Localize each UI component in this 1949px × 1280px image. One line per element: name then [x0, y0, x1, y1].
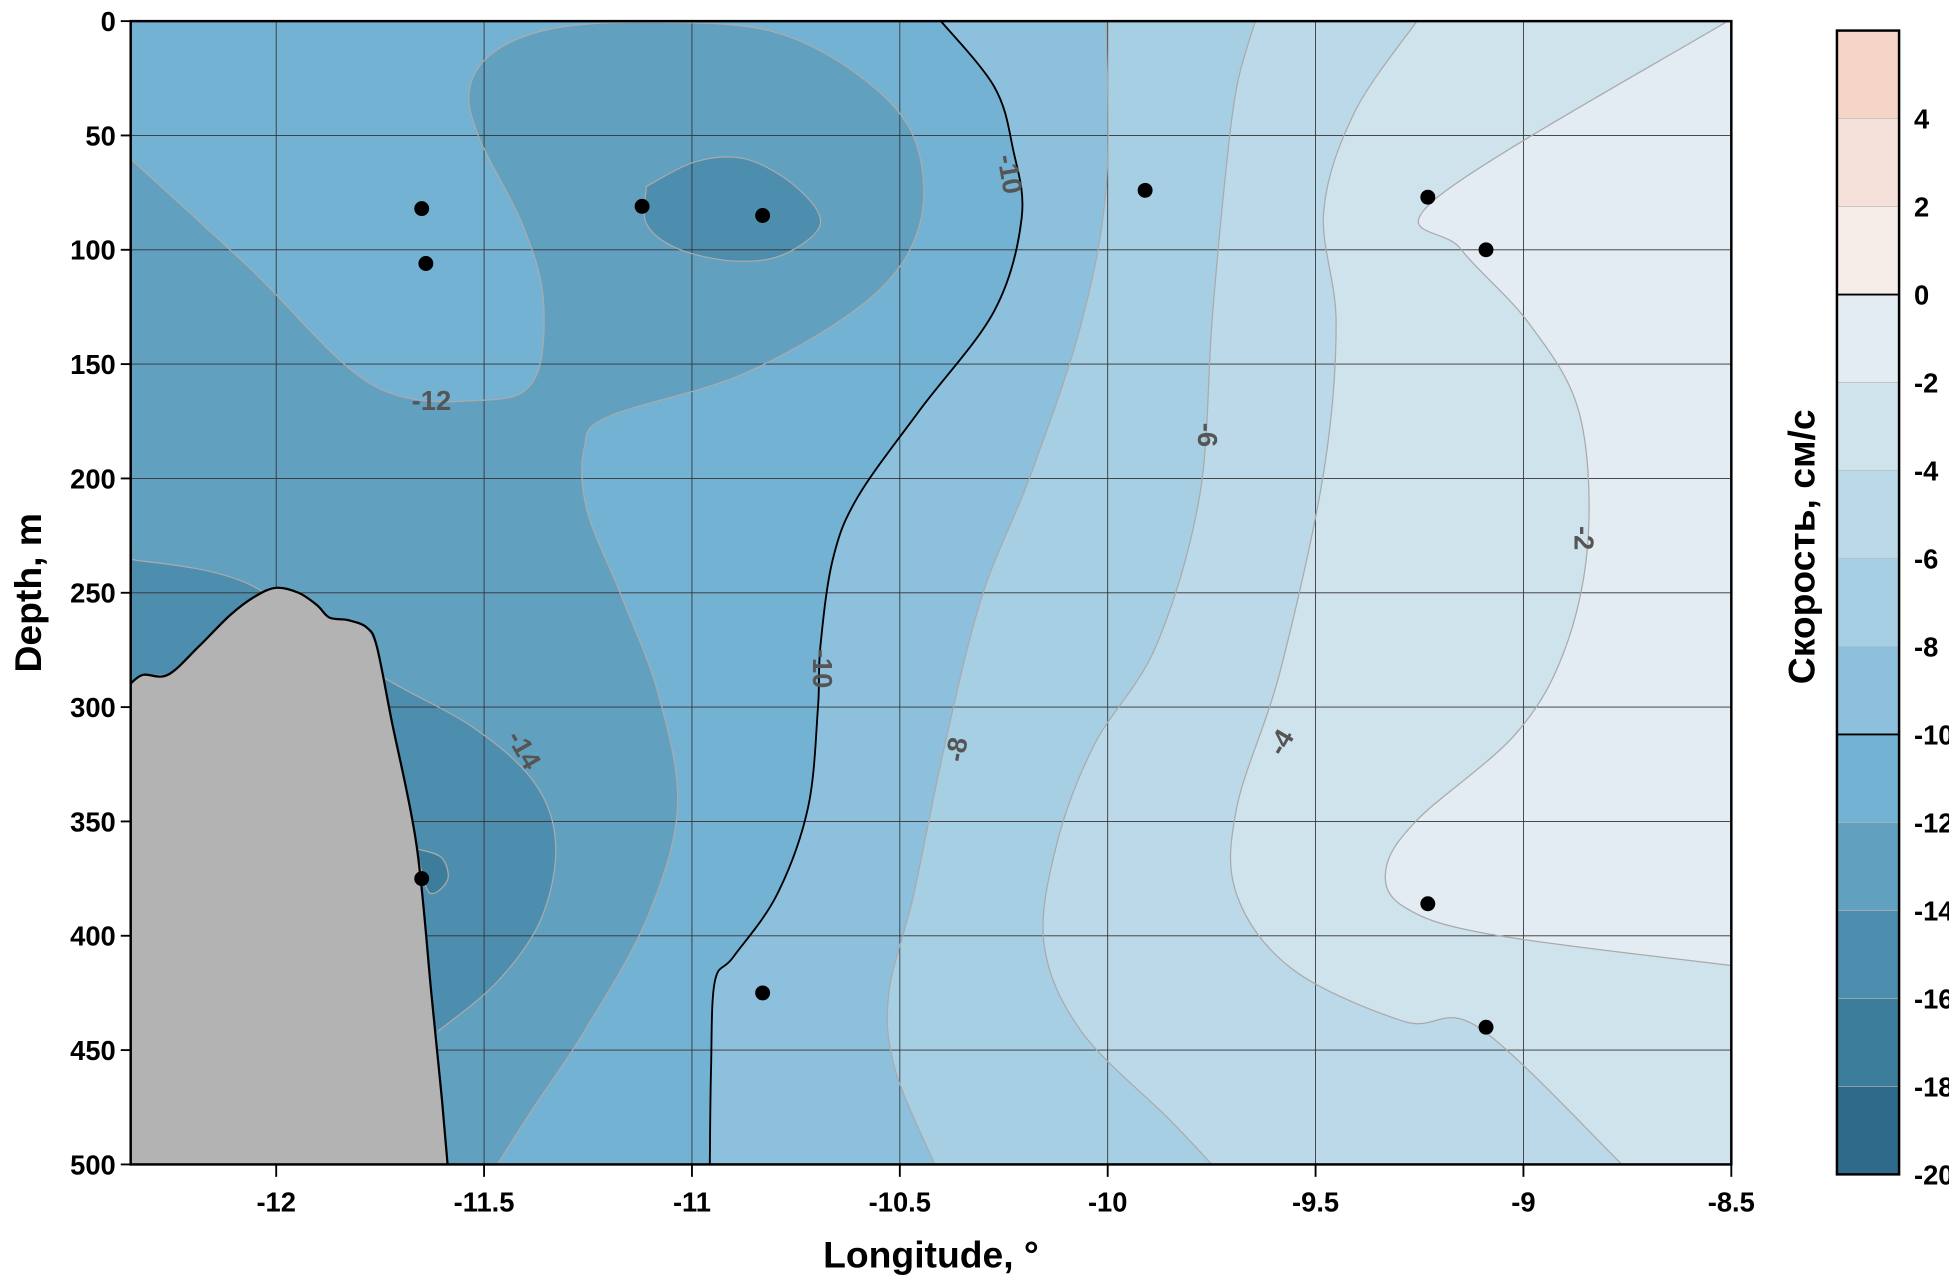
y-tick-label: 450 — [70, 1035, 116, 1066]
x-tick-label: -12 — [256, 1187, 296, 1218]
station-point — [414, 201, 430, 217]
colorbar-swatch — [1836, 118, 1900, 207]
colorbar-swatch — [1836, 734, 1900, 823]
contour-label: -6 — [1192, 423, 1223, 447]
y-tick-label: 250 — [70, 578, 116, 609]
station-point — [755, 985, 771, 1001]
station-point — [1478, 242, 1494, 258]
station-point — [414, 871, 430, 887]
region-minus10-to-minus12-line — [708, 20, 1024, 1165]
region-minus8-to-minus10-line — [886, 21, 1109, 1165]
station-point — [1420, 896, 1436, 912]
contour-label: -10 — [807, 649, 838, 689]
contour-label: -2 — [1569, 526, 1600, 550]
colorbar-swatch — [1836, 998, 1900, 1087]
contour-lines — [130, 20, 1732, 1165]
station-point — [1420, 189, 1436, 205]
x-tick-label: -9 — [1511, 1187, 1535, 1218]
x-tick-label: -10 — [1088, 1187, 1128, 1218]
colorbar-tick-label: -4 — [1914, 455, 1939, 486]
y-tick-label: 400 — [70, 921, 116, 952]
colorbar-tick-label: -2 — [1914, 367, 1938, 398]
colorbar-swatch — [1836, 206, 1900, 295]
region-minus14-to-minus16-lower-line — [130, 558, 557, 1032]
x-tick-label: -9.5 — [1292, 1187, 1339, 1218]
y-axis-label: Depth, m — [7, 513, 49, 672]
colorbar-tick-label: -10 — [1914, 719, 1949, 750]
x-tick-label: -11.5 — [454, 1187, 515, 1218]
colorbar-swatch — [1836, 294, 1900, 383]
y-tick-label: 150 — [70, 349, 116, 380]
colorbar-swatch — [1836, 910, 1900, 999]
contour-label: -10 — [991, 152, 1028, 196]
colorbar-tick-label: -20 — [1914, 1159, 1949, 1190]
axes: -12 -11.5 -11 -10.5 -10 -9.5 -9 -8.5 0 50 100 150 20… — [70, 6, 1755, 1218]
colorbar-tick-label: -6 — [1914, 543, 1938, 574]
colorbar-swatch — [1836, 646, 1900, 735]
colorbar-swatch — [1836, 470, 1900, 559]
station-point — [1137, 182, 1153, 198]
colorbar-tick-label: -8 — [1914, 631, 1938, 662]
colorbar-tick-label: -16 — [1914, 983, 1949, 1014]
region-minus12-to-minus14-line — [130, 21, 925, 1165]
y-tick-label: 200 — [70, 463, 116, 494]
station-point — [418, 256, 434, 271]
region-minus14-to-minus16-upper — [644, 156, 821, 262]
y-tick-label: 100 — [70, 235, 116, 266]
x-axis-label: Longitude, ° — [823, 1234, 1039, 1276]
land-outline — [129, 586, 449, 1165]
station-point — [1478, 1019, 1494, 1035]
colorbar: 4 2 0 -2 -4 -6 -8 -10 -12 -14 -16 -18 -20 — [1835, 29, 1949, 1190]
y-tick-label: 300 — [70, 692, 116, 723]
region-minus4-to-minus6-line — [1229, 20, 1623, 1165]
y-tick-label: 500 — [70, 1149, 116, 1180]
y-tick-label: 350 — [70, 806, 116, 837]
station-points — [414, 182, 1494, 1035]
region-minus16-to-minus18 — [416, 848, 449, 894]
colorbar-tick-label: -12 — [1914, 807, 1949, 838]
colorbar-swatch — [1836, 558, 1900, 647]
colorbar-swatch — [1836, 30, 1900, 119]
colorbar-swatch — [1836, 382, 1900, 471]
y-tick-label: 0 — [101, 6, 116, 37]
colorbar-swatch — [1836, 1086, 1900, 1175]
colorbar-swatch — [1836, 822, 1900, 911]
region-minus2-to-minus4-line — [1384, 20, 1732, 967]
colorbar-frame — [1835, 29, 1901, 1176]
x-tick-label: -10.5 — [869, 1187, 931, 1218]
region-minus14-to-minus16-upper-line — [643, 156, 822, 262]
colorbar-tick-label: 0 — [1914, 279, 1929, 310]
land-fill — [130, 587, 448, 1165]
contour-label: -8 — [939, 735, 974, 764]
region-minus6-to-minus8-line — [1042, 20, 1256, 1165]
colorbar-tick-label: -18 — [1914, 1071, 1949, 1102]
colorbar-tick-label: 4 — [1914, 103, 1930, 134]
colorbar-tick-label: 2 — [1914, 191, 1929, 222]
station-point — [755, 208, 771, 223]
x-tick-label: -11 — [673, 1187, 711, 1218]
colorbar-title: Скорость, см/с — [1781, 409, 1823, 684]
colorbar-tick-label: -14 — [1914, 895, 1949, 926]
y-tick-label: 50 — [85, 120, 115, 151]
contour-label: -12 — [412, 385, 452, 416]
x-tick-label: -8.5 — [1708, 1187, 1755, 1218]
seabed-land — [129, 586, 449, 1165]
station-point — [634, 198, 650, 214]
